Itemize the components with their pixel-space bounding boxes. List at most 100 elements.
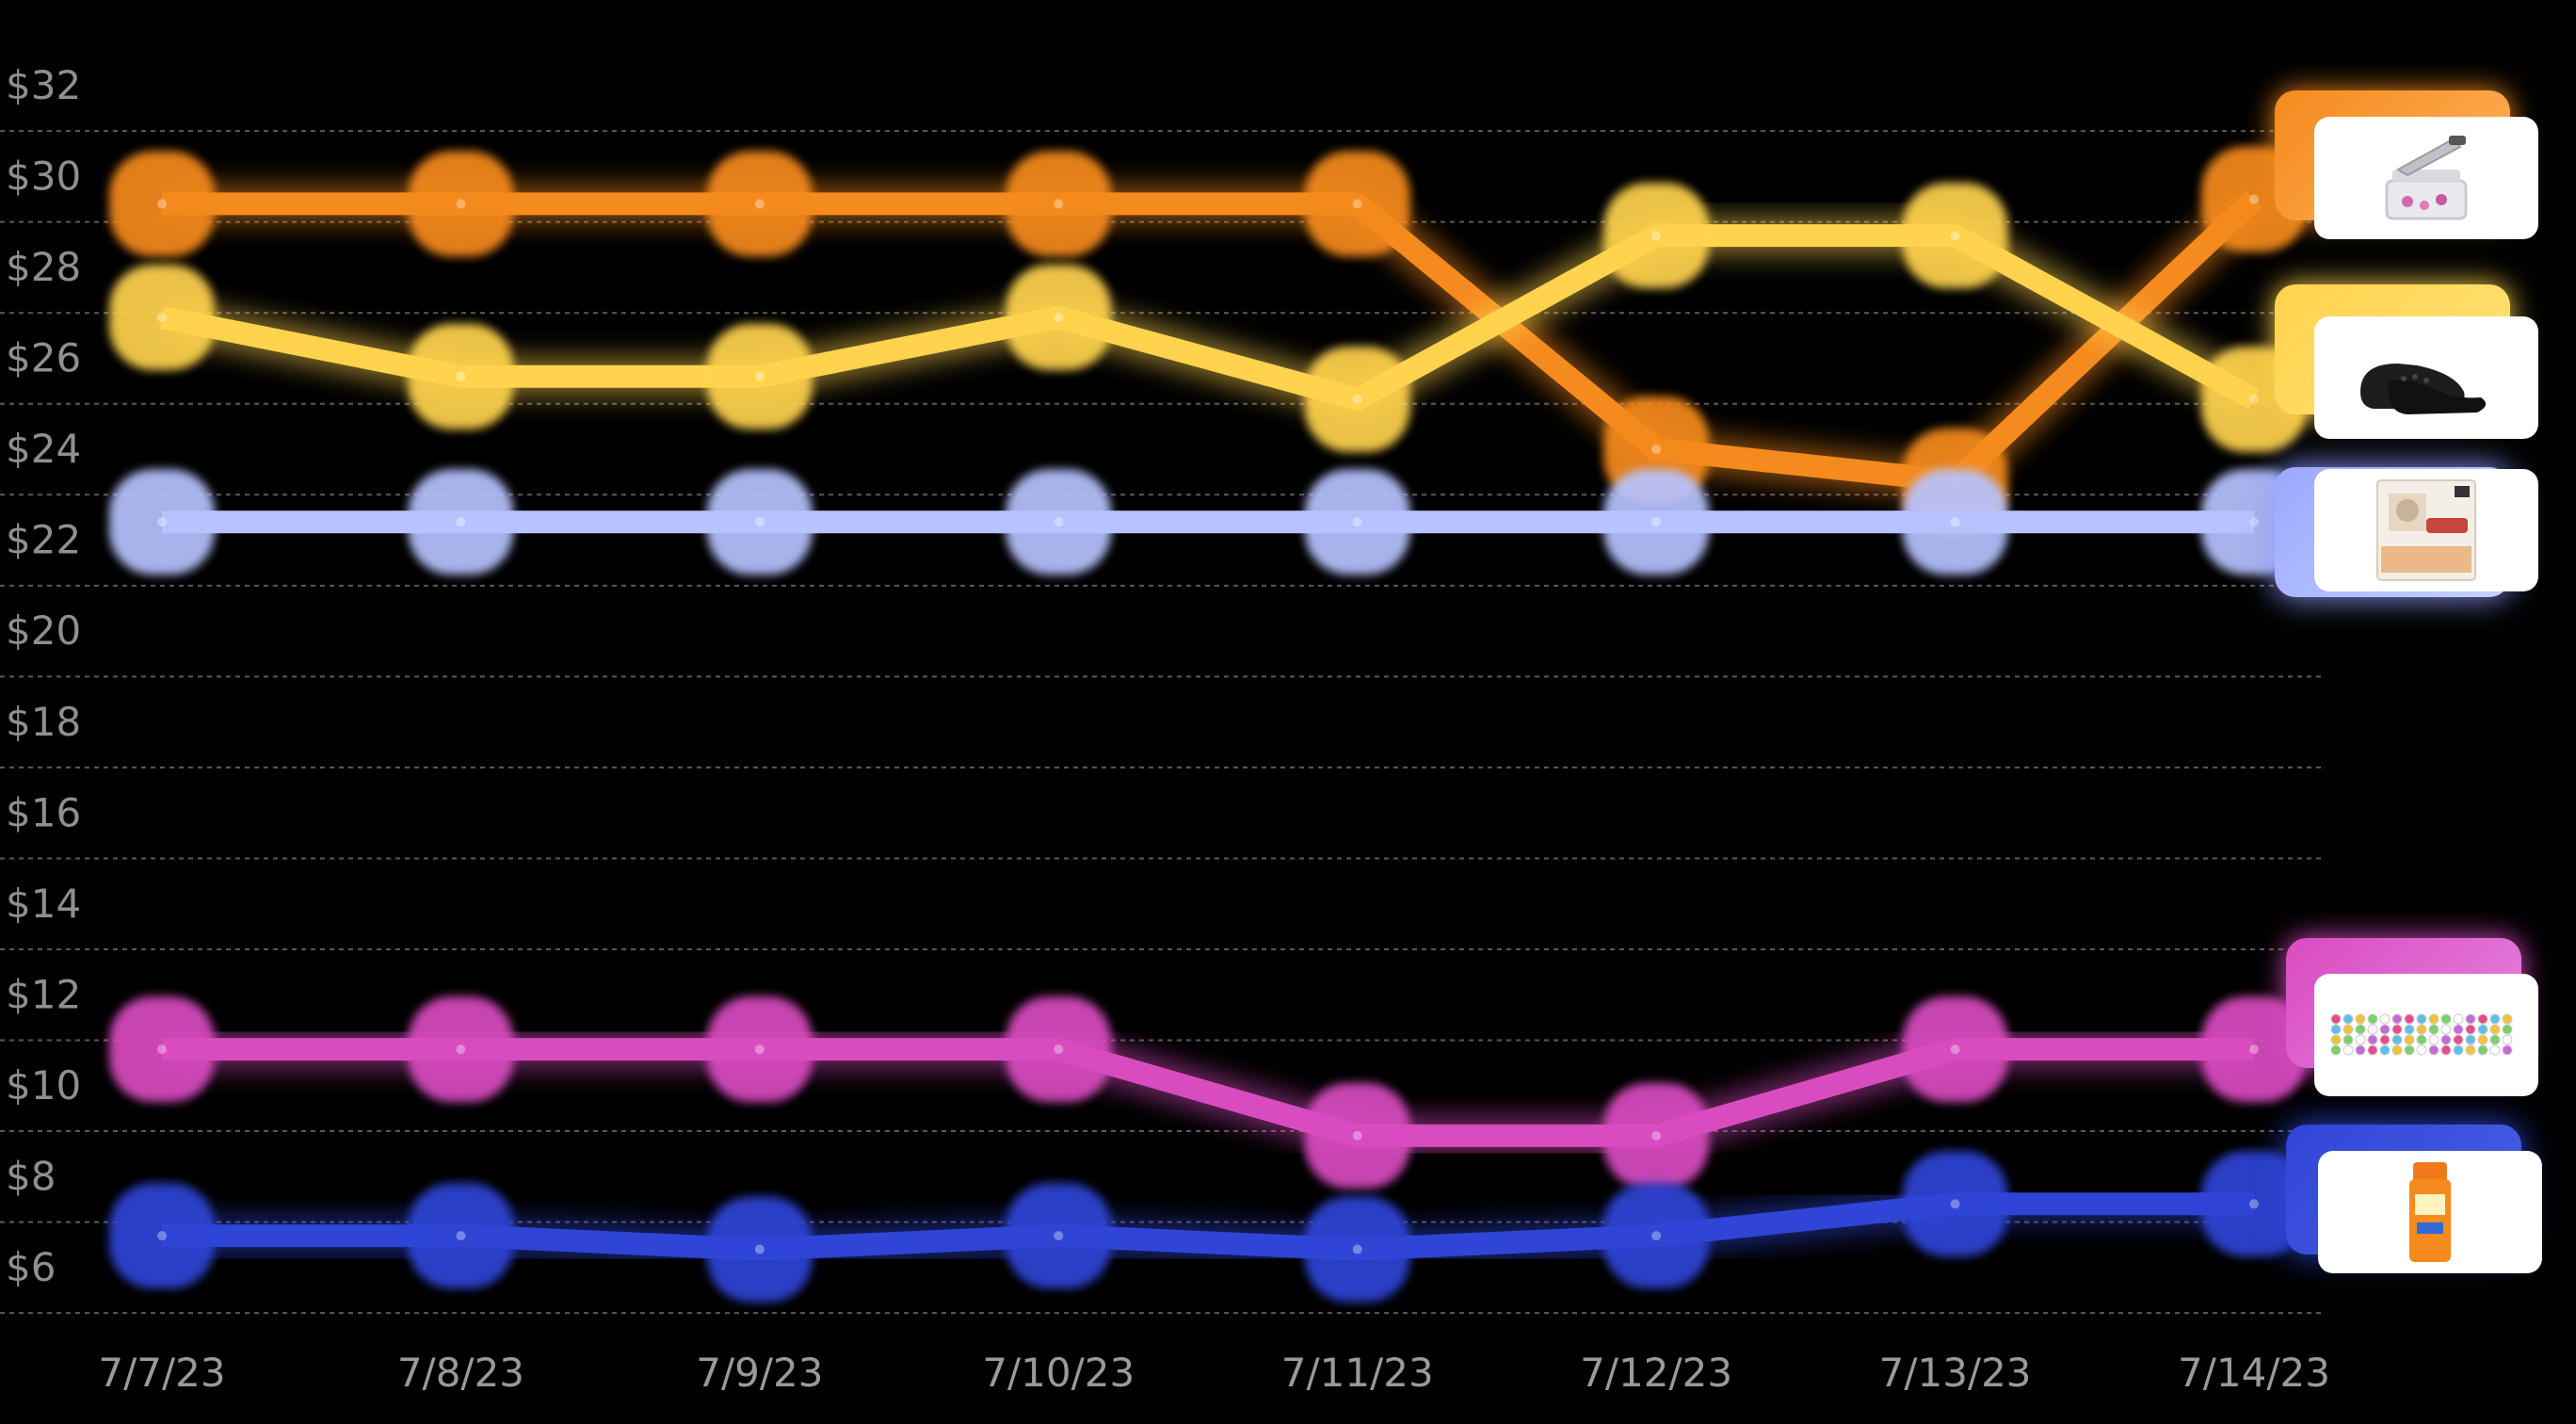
vegetable-chopper-icon <box>2385 136 2468 220</box>
series-cat-food-variety-pack <box>109 469 2307 575</box>
data-point-center <box>1950 231 1960 241</box>
data-point-center <box>456 1044 466 1055</box>
data-point-center <box>754 199 765 209</box>
data-point <box>1603 1183 1710 1289</box>
bead <box>2428 1034 2439 1045</box>
data-point <box>408 323 514 429</box>
data-point <box>1006 469 1112 575</box>
bead <box>2489 1034 2501 1045</box>
bead <box>2355 1024 2366 1035</box>
bead <box>2428 1044 2439 1056</box>
data-point-center <box>456 199 466 209</box>
bead <box>2330 1034 2342 1045</box>
data-point <box>1603 469 1710 575</box>
data-point <box>1902 183 2008 289</box>
bead <box>2355 1034 2366 1045</box>
data-point <box>1902 1151 2008 1257</box>
data-point <box>1304 346 1410 452</box>
sunscreen-bottle-icon <box>2409 1162 2451 1262</box>
black-clogs-icon <box>2360 364 2487 414</box>
series-layer <box>109 146 2307 1303</box>
x-tick-label: 7/8/23 <box>397 1350 524 1396</box>
bead <box>2355 1013 2366 1025</box>
data-point-center <box>157 199 167 209</box>
data-point <box>706 996 813 1103</box>
data-point-center <box>1950 517 1960 527</box>
gridlines <box>0 130 2326 1315</box>
series-bead-bracelets <box>109 996 2307 1189</box>
data-point-center <box>2249 394 2259 404</box>
data-point-center <box>1054 517 1064 527</box>
data-point <box>109 469 215 575</box>
bead <box>2404 1034 2415 1045</box>
bead <box>2465 1034 2476 1045</box>
data-point-center <box>157 517 167 527</box>
chopper-product-image <box>2314 117 2538 239</box>
data-point <box>1006 151 1112 257</box>
y-tick-label: $16 <box>6 789 81 835</box>
sunscreen-product-image <box>2318 1151 2542 1273</box>
data-point-center <box>1352 199 1362 209</box>
bead <box>2343 1034 2354 1045</box>
data-point-center <box>1651 445 1662 455</box>
x-tick-label: 7/9/23 <box>696 1350 823 1396</box>
bead <box>2416 1024 2427 1035</box>
data-point-center <box>157 1044 167 1055</box>
data-point-center <box>157 313 167 323</box>
bead <box>2465 1044 2476 1056</box>
data-point-center <box>1352 517 1362 527</box>
bead <box>2440 1024 2452 1035</box>
data-point <box>109 265 215 371</box>
bead <box>2404 1024 2415 1035</box>
data-point <box>109 151 215 257</box>
data-point-center <box>1651 231 1662 241</box>
y-tick-label: $32 <box>6 62 81 108</box>
data-point <box>706 323 813 429</box>
data-point-center <box>456 517 466 527</box>
bead <box>2440 1044 2452 1056</box>
bead <box>2379 1013 2391 1025</box>
data-point-center <box>1054 1231 1064 1241</box>
bead <box>2502 1013 2513 1025</box>
y-tick-label: $20 <box>6 607 81 654</box>
bead <box>2404 1013 2415 1025</box>
bead <box>2367 1034 2378 1045</box>
data-point <box>408 996 514 1103</box>
data-point <box>706 469 813 575</box>
data-point-center <box>1651 517 1662 527</box>
bead <box>2453 1024 2464 1035</box>
y-tick-label: $10 <box>6 1062 81 1108</box>
bead <box>2379 1034 2391 1045</box>
data-point <box>1603 1082 1710 1189</box>
bead <box>2440 1034 2452 1045</box>
data-point <box>706 151 813 257</box>
data-point <box>1006 265 1112 371</box>
y-axis-tick-labels: $32 $30 $28 $26 $24 $22 $20 $18 $16 $14 $12 $10 $8 $6 <box>6 62 81 1290</box>
bead <box>2343 1013 2354 1025</box>
y-tick-label: $24 <box>6 426 81 472</box>
bead-bracelets-icon <box>2330 1013 2513 1056</box>
bead <box>2367 1024 2378 1035</box>
data-point-center <box>456 371 466 381</box>
data-point <box>1304 151 1410 257</box>
data-point-center <box>1054 199 1064 209</box>
bead <box>2379 1024 2391 1035</box>
bead <box>2391 1024 2403 1035</box>
bead <box>2367 1044 2378 1056</box>
data-point <box>1304 469 1410 575</box>
data-point-center <box>2249 1199 2259 1209</box>
bead <box>2453 1013 2464 1025</box>
bead <box>2391 1013 2403 1025</box>
data-point <box>1304 1196 1410 1303</box>
bead <box>2330 1013 2342 1025</box>
data-point-center <box>1651 1231 1662 1241</box>
bracelets-product-image <box>2314 974 2538 1096</box>
bead <box>2428 1013 2439 1025</box>
bead <box>2330 1044 2342 1056</box>
series-black-clogs <box>109 183 2307 452</box>
data-point-center <box>157 1231 167 1241</box>
y-tick-label: $14 <box>6 881 81 927</box>
bead <box>2343 1044 2354 1056</box>
data-point-center <box>456 1231 466 1241</box>
